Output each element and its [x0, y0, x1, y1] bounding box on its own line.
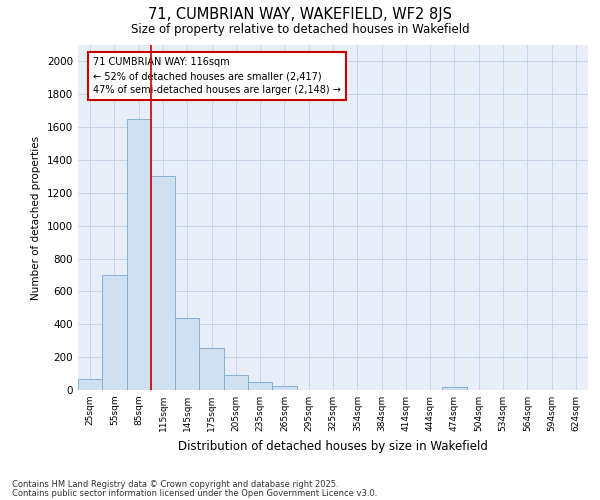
Bar	[272, 386, 296, 390]
Bar	[199, 348, 224, 390]
Text: 71, CUMBRIAN WAY, WAKEFIELD, WF2 8JS: 71, CUMBRIAN WAY, WAKEFIELD, WF2 8JS	[148, 8, 452, 22]
Bar	[224, 375, 248, 390]
Text: Contains public sector information licensed under the Open Government Licence v3: Contains public sector information licen…	[12, 488, 377, 498]
Bar	[102, 275, 127, 390]
Bar	[248, 382, 272, 390]
Bar	[442, 386, 467, 390]
Bar	[78, 380, 102, 390]
Bar	[175, 318, 199, 390]
Text: 71 CUMBRIAN WAY: 116sqm
← 52% of detached houses are smaller (2,417)
47% of semi: 71 CUMBRIAN WAY: 116sqm ← 52% of detache…	[94, 57, 341, 95]
X-axis label: Distribution of detached houses by size in Wakefield: Distribution of detached houses by size …	[178, 440, 488, 452]
Bar	[127, 119, 151, 390]
Bar	[151, 176, 175, 390]
Text: Size of property relative to detached houses in Wakefield: Size of property relative to detached ho…	[131, 22, 469, 36]
Text: Contains HM Land Registry data © Crown copyright and database right 2025.: Contains HM Land Registry data © Crown c…	[12, 480, 338, 489]
Y-axis label: Number of detached properties: Number of detached properties	[31, 136, 41, 300]
